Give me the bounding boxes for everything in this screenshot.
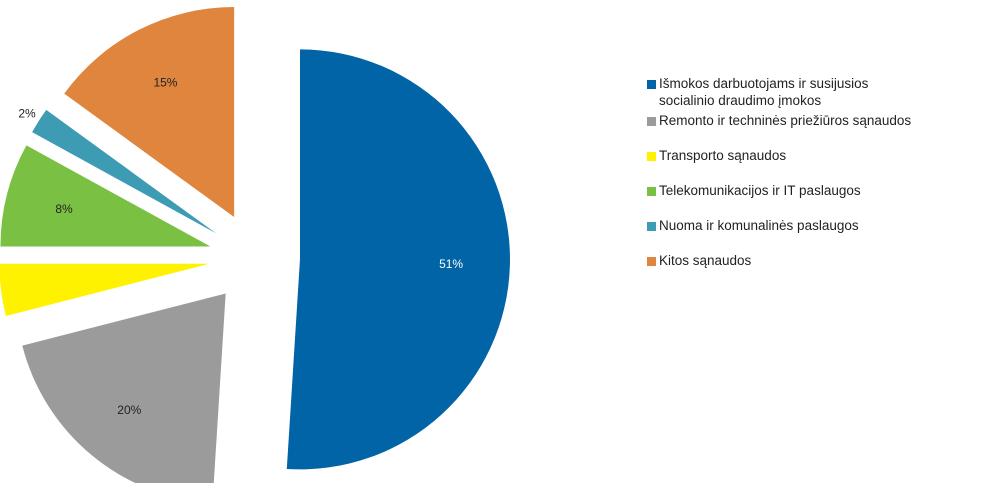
pie-slice-6 xyxy=(64,7,235,218)
legend-swatch xyxy=(647,152,656,161)
pie-slice-5 xyxy=(32,109,217,234)
pie-slice-1 xyxy=(286,49,510,470)
pie-chart: 51%20%4%8%2%15% xyxy=(0,7,510,483)
pie-label-6: 15% xyxy=(153,75,177,89)
legend-label: Transporto sąnaudos xyxy=(659,148,787,163)
legend-item-6: Kitos sąnaudos xyxy=(647,252,992,269)
pie-label-2: 20% xyxy=(117,403,141,417)
legend-item-3: Transporto sąnaudos xyxy=(647,147,992,164)
legend-item-5: Nuoma ir komunalinės paslaugos xyxy=(647,217,992,234)
legend-swatch xyxy=(647,257,656,266)
pie-slice-2 xyxy=(22,293,226,483)
pie-label-4: 8% xyxy=(55,202,73,216)
pie-slice-4 xyxy=(0,145,211,247)
legend-label: Telekomunikacijos ir IT paslaugos xyxy=(659,183,861,198)
legend-label: Kitos sąnaudos xyxy=(659,253,752,268)
pie-label-5: 2% xyxy=(18,106,36,120)
legend-label: Remonto ir techninės priežiūros sąnaudos xyxy=(659,113,912,128)
legend-swatch xyxy=(647,117,656,126)
legend-swatch xyxy=(647,80,656,89)
pie-slice-3 xyxy=(0,263,210,316)
pie-label-1: 51% xyxy=(439,257,463,271)
legend-label: Išmokos darbuotojams ir susijusios xyxy=(659,76,869,91)
legend-swatch xyxy=(647,187,656,196)
legend-label: Nuoma ir komunalinės paslaugos xyxy=(659,218,859,233)
legend-item-1: Išmokos darbuotojams ir susijusios social… xyxy=(647,75,992,109)
legend-item-2: Remonto ir techninės priežiūros sąnaudos xyxy=(647,112,992,129)
legend-label: socialinio draudimo įmokos xyxy=(659,93,822,108)
legend-item-4: Telekomunikacijos ir IT paslaugos xyxy=(647,182,992,199)
chart-legend: Išmokos darbuotojams ir susijusios social… xyxy=(647,75,992,287)
legend-swatch xyxy=(647,222,656,231)
